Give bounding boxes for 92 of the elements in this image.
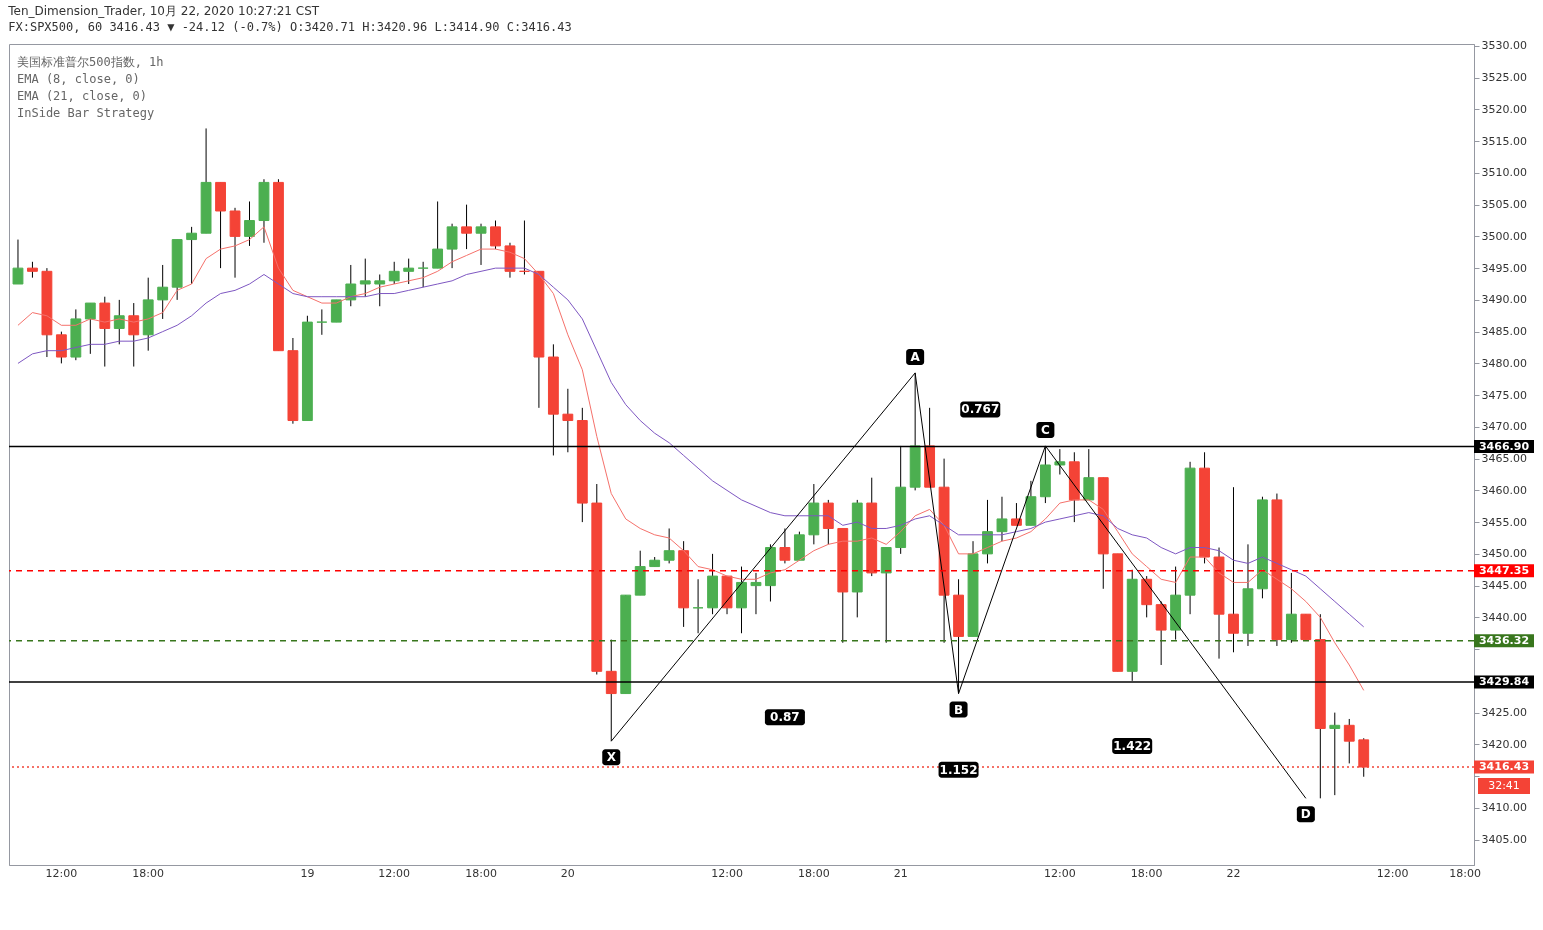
x-tick-label: 12:00: [45, 866, 78, 880]
annotation: 0.87: [770, 710, 800, 725]
chart-title: Ten_Dimension_Trader, 10月 22, 2020 10:27:21 CST: [7, 3, 320, 18]
y-tick-label: 3480.00: [1481, 356, 1527, 370]
y-tick-label: 3405.00: [1481, 833, 1527, 847]
y-tick-label: 3520.00: [1481, 102, 1527, 116]
line-series: [17, 226, 1365, 691]
candlestick: [316, 308, 328, 336]
annotation: C: [1040, 422, 1050, 437]
annotation: 1.152: [939, 762, 978, 777]
y-tick-label: 3475.00: [1481, 388, 1527, 402]
annotation: X: [606, 750, 617, 765]
x-tick-label: 19: [300, 866, 315, 880]
candlestick: [374, 273, 386, 307]
x-tick-label: 18:00: [1130, 866, 1163, 880]
y-tick-label: 3455.00: [1481, 515, 1527, 529]
y-tick-label: 3505.00: [1481, 198, 1527, 212]
annotation: EMA (21, close, 0): [17, 89, 148, 103]
ref-line-label: 3416.43: [1478, 760, 1530, 774]
candlestick: [750, 572, 762, 615]
x-tick-label: 18:00: [465, 866, 497, 880]
candlestick: [432, 200, 444, 269]
candlestick: [244, 200, 255, 247]
y-tick-label: 3420.00: [1481, 737, 1527, 751]
line-series: [17, 267, 1365, 628]
annotation: D: [1300, 807, 1311, 822]
x-tick-label: 18:00: [798, 866, 830, 880]
candlestick: [996, 496, 1008, 542]
candlestick: [461, 204, 472, 250]
y-tick-label: 3495.00: [1481, 261, 1527, 275]
candlestick: [388, 261, 400, 285]
candlestick: [128, 302, 140, 368]
annotation: B: [953, 702, 964, 717]
candlestick: [982, 499, 993, 564]
y-tick-label: 3425.00: [1481, 706, 1527, 720]
candlestick: [403, 258, 415, 285]
x-tick-label: 12:00: [1376, 866, 1409, 880]
x-tick-label: 18:00: [1449, 866, 1481, 880]
candlestick: [692, 578, 704, 634]
x-tick-label: 22: [1226, 866, 1241, 880]
y-tick-label: 3485.00: [1481, 325, 1527, 339]
candlestick: [417, 261, 429, 288]
x-tick-label: 12:00: [1044, 866, 1076, 880]
annotation: 0.767: [961, 402, 1000, 417]
candlestick: [345, 264, 357, 307]
y-tick-label: 3445.00: [1481, 579, 1527, 593]
candlestick: [12, 239, 24, 285]
candlestick: [186, 226, 198, 285]
y-tick-label: 3440.00: [1481, 610, 1527, 624]
candlestick: [779, 527, 791, 564]
y-tick-label: 3460.00: [1481, 483, 1527, 497]
y-tick-label: 3525.00: [1481, 71, 1527, 85]
y-tick-label: 3490.00: [1481, 293, 1527, 307]
annotation: InSide Bar Strategy: [17, 106, 155, 120]
candlestick: [475, 223, 487, 266]
x-tick-label: 18:00: [132, 866, 165, 880]
candlestick: [1343, 718, 1355, 764]
chart-subtitle: FX:SPX500, 60 3416.43 ▼ -24.12 (-0.7%) O:3420.71 H:3420.96 L:3414.90 C:3416.43: [8, 19, 572, 34]
x-tick-label: 20: [560, 866, 575, 880]
candlestick: [113, 299, 125, 345]
candlestick: [359, 258, 371, 298]
candlestick: [1083, 448, 1095, 501]
ref-line-label: 3436.32: [1478, 633, 1530, 647]
annotation: 美国标准普尔500指数, 1h: [17, 55, 164, 69]
annotation: 1.422: [1113, 738, 1152, 753]
y-tick-label: 3470.00: [1481, 420, 1527, 434]
ref-line-label: 3466.90: [1478, 439, 1530, 453]
y-tick-label: 3500.00: [1481, 229, 1527, 243]
y-tick-label: 3530.00: [1481, 39, 1527, 53]
annotation: A: [910, 349, 921, 364]
text: 32:41: [1488, 779, 1520, 793]
ref-line-label: 3447.35: [1478, 563, 1530, 577]
x-tick-label: 12:00: [378, 866, 411, 880]
y-tick-label: 3450.00: [1481, 547, 1527, 561]
candlestick: [157, 264, 169, 320]
candlestick: [55, 331, 67, 364]
annotation: EMA (8, close, 0): [17, 72, 140, 86]
candlestick: [663, 527, 675, 564]
x-tick-label: 12:00: [711, 866, 743, 880]
candlestick: [1228, 486, 1239, 653]
candlestick: [490, 220, 501, 250]
x-tick-label: 21: [893, 866, 908, 880]
y-tick-label: 3510.00: [1481, 166, 1527, 180]
candlestick: [84, 302, 96, 355]
candlestick: [1054, 448, 1066, 475]
y-tick-label: 3515.00: [1481, 134, 1527, 148]
y-tick-label: 3410.00: [1481, 801, 1527, 815]
candlestick: [446, 223, 458, 269]
candlestick: [1329, 712, 1341, 796]
ref-line-label: 3429.84: [1478, 674, 1530, 688]
candlestick: [519, 220, 530, 275]
y-tick-label: 3465.00: [1481, 452, 1527, 466]
